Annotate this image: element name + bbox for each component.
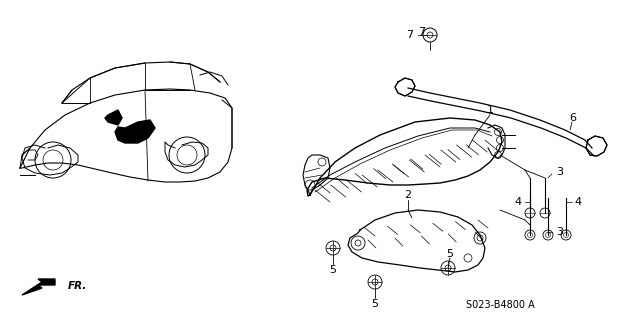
Text: S023-B4800 A: S023-B4800 A	[466, 300, 534, 310]
Text: 3: 3	[557, 227, 563, 237]
Text: FR.: FR.	[68, 281, 88, 291]
Text: 2: 2	[404, 190, 412, 200]
Text: 6: 6	[570, 113, 577, 123]
Text: 4: 4	[515, 197, 522, 207]
Polygon shape	[395, 78, 415, 96]
Text: 7: 7	[419, 27, 426, 37]
Text: 1: 1	[486, 105, 493, 115]
Text: 3: 3	[557, 167, 563, 177]
Polygon shape	[105, 110, 122, 125]
Polygon shape	[22, 279, 55, 295]
Polygon shape	[586, 136, 607, 156]
Text: 7: 7	[406, 30, 413, 40]
Text: 5: 5	[371, 299, 378, 309]
Text: 4: 4	[575, 197, 582, 207]
Text: 5: 5	[447, 249, 454, 259]
Polygon shape	[115, 120, 155, 143]
Text: 5: 5	[330, 265, 337, 275]
